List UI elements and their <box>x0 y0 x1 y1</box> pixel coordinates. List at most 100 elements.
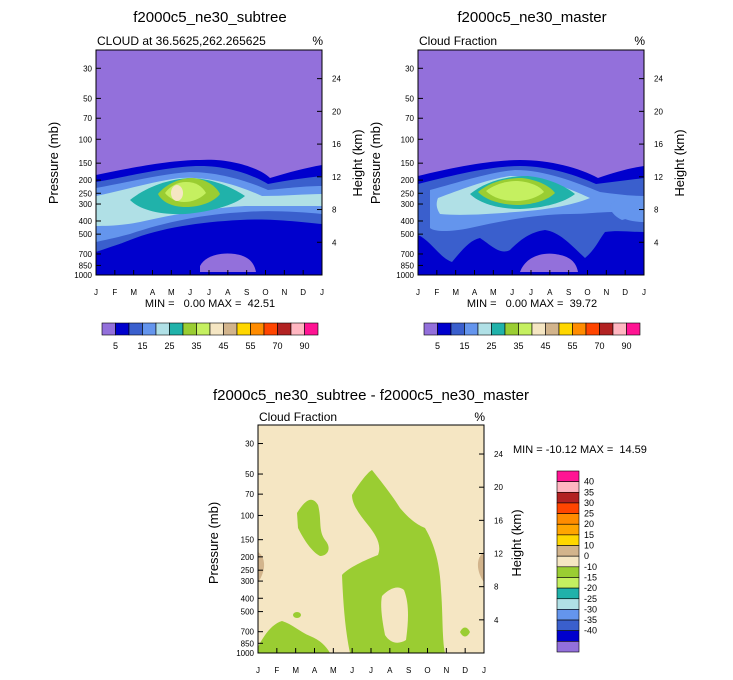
colorbar-swatch <box>556 534 580 546</box>
colorbar-swatch <box>612 322 627 336</box>
contour-band <box>258 552 265 582</box>
y-tick-label: 70 <box>83 114 92 123</box>
x-tick-label: S <box>406 666 411 675</box>
x-tick-label: O <box>424 666 430 675</box>
y2-tick-label: 20 <box>654 107 663 116</box>
x-tick-label: M <box>330 666 337 675</box>
x-tick-label: M <box>452 288 459 297</box>
x-tick-label: A <box>547 288 553 297</box>
colorbar-label: 45 <box>218 341 228 351</box>
y-tick-label: 250 <box>79 189 93 198</box>
x-tick-label: S <box>244 288 249 297</box>
y2-axis-label: Height (km) <box>350 129 365 196</box>
y-tick-label: 30 <box>245 440 254 449</box>
y-tick-label: 300 <box>401 200 415 209</box>
x-tick-label: F <box>112 288 117 297</box>
colorbar-swatch <box>599 322 614 336</box>
colorbar-swatch <box>556 630 580 642</box>
x-tick-label: J <box>320 288 324 297</box>
y-tick-label: 300 <box>79 200 93 209</box>
panel-title: f2000c5_ne30_master <box>457 9 606 26</box>
colorbar-swatch <box>556 609 580 621</box>
colorbar-swatch <box>277 322 292 336</box>
contour-field <box>96 50 322 275</box>
y2-tick-label: 12 <box>494 550 503 559</box>
x-tick-label: J <box>642 288 646 297</box>
panel-difference: f2000c5_ne30_subtree - f2000c5_ne30_mast… <box>206 387 647 675</box>
y-tick-label: 700 <box>79 250 93 259</box>
y-tick-label: 850 <box>79 261 93 270</box>
colorbar-swatch <box>556 598 580 610</box>
y2-tick-label: 12 <box>654 173 663 182</box>
y2-tick-label: 24 <box>494 450 503 459</box>
min-max-label: MIN = -10.12 MAX = 14.59 <box>513 444 647 456</box>
y-tick-label: 500 <box>241 608 255 617</box>
y-tick-label: 1000 <box>74 271 92 280</box>
colorbar-label: 40 <box>584 477 594 487</box>
y-tick-label: 50 <box>245 470 254 479</box>
colorbar-label: 10 <box>584 541 594 551</box>
y2-tick-label: 24 <box>654 75 663 84</box>
y-tick-label: 850 <box>241 639 255 648</box>
y-tick-label: 200 <box>79 176 93 185</box>
colorbar-swatch <box>169 322 184 336</box>
x-tick-label: F <box>434 288 439 297</box>
x-tick-label: J <box>369 666 373 675</box>
panel-subtree: f2000c5_ne30_subtree CLOUD at 36.5625,26… <box>46 9 365 351</box>
min-max-label: MIN = 0.00 MAX = 39.72 <box>467 298 597 310</box>
y2-axis-label: Height (km) <box>672 129 687 196</box>
colorbar-swatch <box>556 502 580 514</box>
colorbar-label: 5 <box>113 341 118 351</box>
colorbar-label: 15 <box>584 530 594 540</box>
contour-band <box>293 612 301 618</box>
colorbar-swatch <box>556 513 580 525</box>
colorbar-swatch <box>556 577 580 589</box>
colorbar-label: -35 <box>584 615 597 625</box>
y-tick-label: 400 <box>79 217 93 226</box>
x-tick-label: F <box>274 666 279 675</box>
colorbar-swatch <box>626 322 641 336</box>
contour-band <box>96 223 322 275</box>
colorbar-swatch <box>450 322 465 336</box>
x-tick-label: D <box>300 288 306 297</box>
colorbar-swatch <box>196 322 211 336</box>
colorbar-label: -30 <box>584 604 597 614</box>
colorbar-label: 35 <box>513 341 523 351</box>
x-tick-label: O <box>584 288 590 297</box>
colorbar-swatch <box>142 322 157 336</box>
x-tick-label: D <box>622 288 628 297</box>
y2-tick-label: 4 <box>494 616 499 625</box>
x-tick-label: N <box>603 288 609 297</box>
y-tick-label: 150 <box>241 536 255 545</box>
colorbar-swatch <box>423 322 438 336</box>
contour-band <box>486 181 544 201</box>
x-tick-label: S <box>566 288 571 297</box>
x-tick-label: N <box>281 288 287 297</box>
y-axis-label: Pressure (mb) <box>368 122 383 204</box>
panel-units: % <box>474 410 485 424</box>
y-axis-label: Pressure (mb) <box>46 122 61 204</box>
colorbar-swatch <box>491 322 506 336</box>
colorbar-swatch <box>128 322 143 336</box>
colorbar-label: 45 <box>540 341 550 351</box>
colorbar-swatch <box>250 322 265 336</box>
contour-field <box>258 425 484 653</box>
x-tick-label: A <box>387 666 393 675</box>
y-tick-label: 30 <box>83 64 92 73</box>
panel-units: % <box>312 34 323 48</box>
y-tick-label: 70 <box>245 490 254 499</box>
contour-band <box>171 185 183 201</box>
colorbar-label: 25 <box>164 341 174 351</box>
y-tick-label: 50 <box>405 94 414 103</box>
y-tick-label: 100 <box>241 511 255 520</box>
panel-master: f2000c5_ne30_master Cloud Fraction % 30 5… <box>368 9 687 351</box>
colorbar-label: 20 <box>584 519 594 529</box>
y2-tick-label: 20 <box>332 107 341 116</box>
x-tick-label: J <box>416 288 420 297</box>
contour-band <box>460 627 470 637</box>
contour-band <box>258 621 330 653</box>
colorbar-label: 25 <box>584 509 594 519</box>
